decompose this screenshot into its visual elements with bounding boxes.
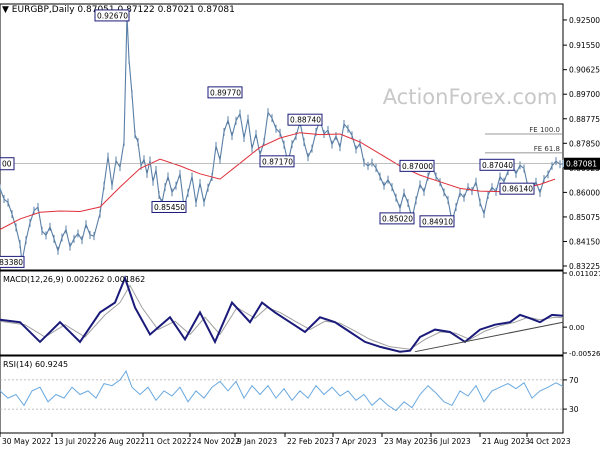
x-tick-label: 26 Aug 2022: [97, 437, 145, 446]
price-label: 0.87040: [482, 161, 513, 170]
macd-tick-label: 0.011027: [569, 270, 600, 278]
edge-label-box: [0, 157, 15, 171]
price-label: 0.83380: [0, 258, 23, 267]
price-tick-label: 0.86000: [569, 188, 600, 197]
price-label: 0.85450: [154, 203, 185, 212]
price-label-box: [151, 200, 187, 213]
fe-level-label: FE 61.8: [534, 145, 560, 153]
price-label: 0.89770: [210, 88, 241, 97]
price-label-box: [479, 158, 515, 171]
current-price-label: 0.87081: [566, 160, 597, 169]
rsi-tick-label: 30: [569, 405, 579, 414]
rsi-pane-frame: [0, 355, 564, 434]
price-label: 0.85020: [382, 214, 413, 223]
price-label-box: [499, 182, 535, 195]
price-tick-label: 0.87850: [569, 139, 600, 148]
x-tick-label: 4 Oct 2023: [529, 437, 571, 446]
macd-title: MACD(12,26,9) 0.002262 0.001862: [3, 275, 145, 284]
edge-label: 00: [2, 160, 12, 169]
current-price-box: [564, 157, 600, 170]
price-label: 0.87170: [262, 157, 293, 166]
price-label-box: [287, 113, 323, 126]
x-axis: 30 May 2022 13 Jul 2022 26 Aug 2022 11 Oct …: [0, 433, 571, 446]
macd-trendline: [414, 321, 564, 353]
x-tick-label: 21 Aug 2023: [482, 437, 530, 446]
macd-signal-line: [0, 284, 564, 350]
price-label-box: [419, 215, 455, 228]
price-tick-label: 0.83225: [569, 262, 600, 271]
price-tick-label: 0.91550: [569, 41, 600, 50]
macd-tick-label: 0.00: [569, 324, 585, 332]
price-label: 0.88740: [290, 116, 321, 125]
price-line: [0, 15, 564, 262]
x-tick-label: 13 Jul 2022: [54, 437, 97, 446]
price-label: 0.87000: [402, 162, 433, 171]
price-label-box: [0, 255, 25, 268]
x-tick-label: 22 Feb 2023: [287, 437, 334, 446]
fe-level-label: FE 100.0: [529, 126, 560, 134]
price-tick-label: 0.89700: [569, 90, 600, 99]
header-arrow-icon: ▼: [2, 5, 9, 15]
x-tick-label: 23 May 2023: [384, 437, 433, 446]
rsi-title: RSI(14) 60.9245: [3, 360, 68, 369]
macd-line: [0, 275, 564, 353]
price-label: 0.86140: [502, 185, 533, 194]
chart-header: ▼ EURGBP,Daily 0.87051 0.87122 0.87021 0…: [2, 5, 235, 15]
price-labels: 0.92670 0.89770 0.88740 0.87170 0.85450 0.833…: [0, 9, 535, 268]
symbol-label: EURGBP,Daily: [12, 5, 75, 15]
x-tick-label: 24 Nov 2022: [192, 437, 240, 446]
ohlc-values: 0.87051 0.87122 0.87021 0.87081: [77, 5, 234, 15]
price-label-box: [207, 86, 243, 99]
price-label-box: [399, 159, 435, 172]
price-tick-label: 0.85075: [569, 213, 600, 222]
rsi-layer: 70 30: [0, 370, 579, 414]
x-tick-label: 30 May 2022: [2, 437, 51, 446]
price-label-box: [259, 155, 295, 168]
rsi-tick-label: 70: [569, 376, 579, 385]
macd-pane-frame: [0, 270, 564, 356]
watermark-text: ActionForex.com: [383, 85, 558, 109]
x-tick-label: 7 Apr 2023: [335, 437, 377, 446]
price-pane-frame: [0, 3, 564, 271]
price-label-box: [379, 212, 415, 225]
x-tick-label: 6 Jul 2023: [433, 437, 471, 446]
price-tick-label: 0.84150: [569, 237, 600, 246]
x-tick-label: 11 Oct 2022: [145, 437, 192, 446]
price-label: 0.84910: [422, 217, 453, 226]
price-tick-label: 0.88775: [569, 115, 600, 124]
price-label-box: [94, 9, 130, 22]
price-tick-label: 0.90625: [569, 66, 600, 75]
price-layer: FE 100.0 FE 61.8: [0, 11, 564, 266]
moving-average-line: [0, 132, 556, 230]
x-tick-label: 9 Jan 2023: [237, 437, 277, 446]
rsi-line: [0, 370, 564, 412]
price-tick-label: 0.92500: [569, 16, 600, 25]
price-label: 0.92670: [97, 11, 128, 20]
